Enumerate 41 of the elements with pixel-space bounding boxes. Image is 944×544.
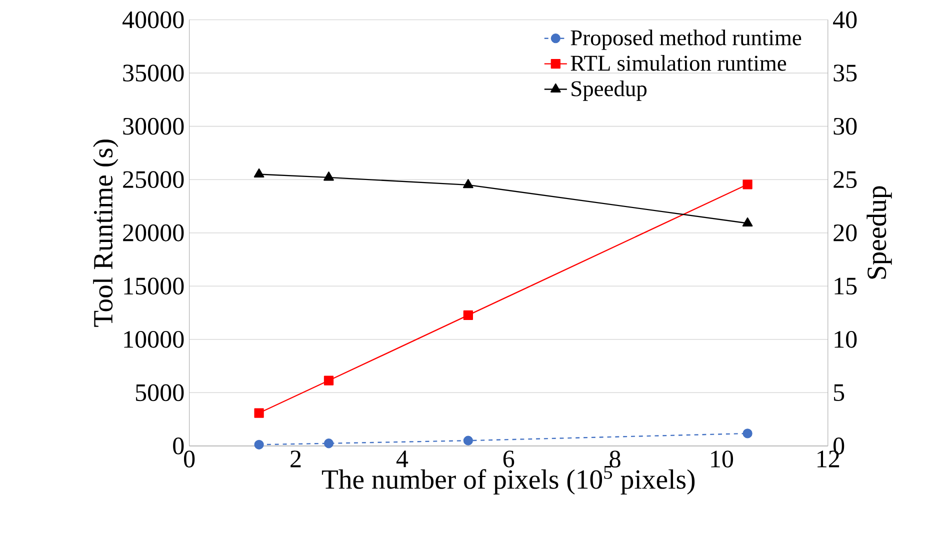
y2-tick-label: 40 <box>833 12 857 28</box>
y2-tick-label: 10 <box>834 331 857 348</box>
point <box>254 440 264 450</box>
y2-tick-label: 20 <box>834 224 857 242</box>
y2-tick-label: 5 <box>834 384 844 402</box>
y-tick-label: 0 <box>173 438 184 455</box>
x-tick-label: 8 <box>610 450 620 468</box>
y2-tick-label: 25 <box>834 171 857 188</box>
point <box>463 310 473 320</box>
x-tick-label: 4 <box>396 450 408 468</box>
y2-tick-label: 30 <box>834 118 857 135</box>
y2-tick-label: 35 <box>834 64 857 82</box>
x-tick-label: 6 <box>503 450 514 468</box>
y-tick-label: 30000 <box>123 118 184 135</box>
point <box>324 438 334 448</box>
point <box>254 168 264 178</box>
point <box>324 376 334 386</box>
y-tick-label: 20000 <box>123 224 184 242</box>
legend-label: RTL simulation runtime <box>570 55 786 72</box>
y-tick-label: 40000 <box>122 12 184 28</box>
y-tick-label: 10000 <box>124 331 184 348</box>
point <box>742 180 752 190</box>
point <box>254 408 264 418</box>
y2-tick-label: 15 <box>834 278 857 295</box>
legend-label: Proposed method runtime <box>570 30 802 50</box>
y-tick-label: 5000 <box>136 384 184 402</box>
point <box>324 172 334 181</box>
point <box>742 218 753 227</box>
x-tick-label: 0 <box>184 450 195 468</box>
point <box>742 428 752 439</box>
x-axis-title: The number of pixels (10$^{5}$ pixels) <box>322 466 695 495</box>
y-tick-label: 25000 <box>123 171 184 188</box>
point <box>463 436 473 446</box>
legend-label: Speedup <box>572 80 647 102</box>
x-tick-label: 2 <box>290 450 301 468</box>
point <box>463 179 474 188</box>
y-tick-label: 35000 <box>123 64 184 82</box>
y2-axis-title: Speedup <box>866 186 892 279</box>
y-tick-label: 15000 <box>124 278 184 295</box>
y-axis-title: Tool Runtime (s) <box>93 140 118 328</box>
x-tick-label: 10 <box>711 450 734 468</box>
